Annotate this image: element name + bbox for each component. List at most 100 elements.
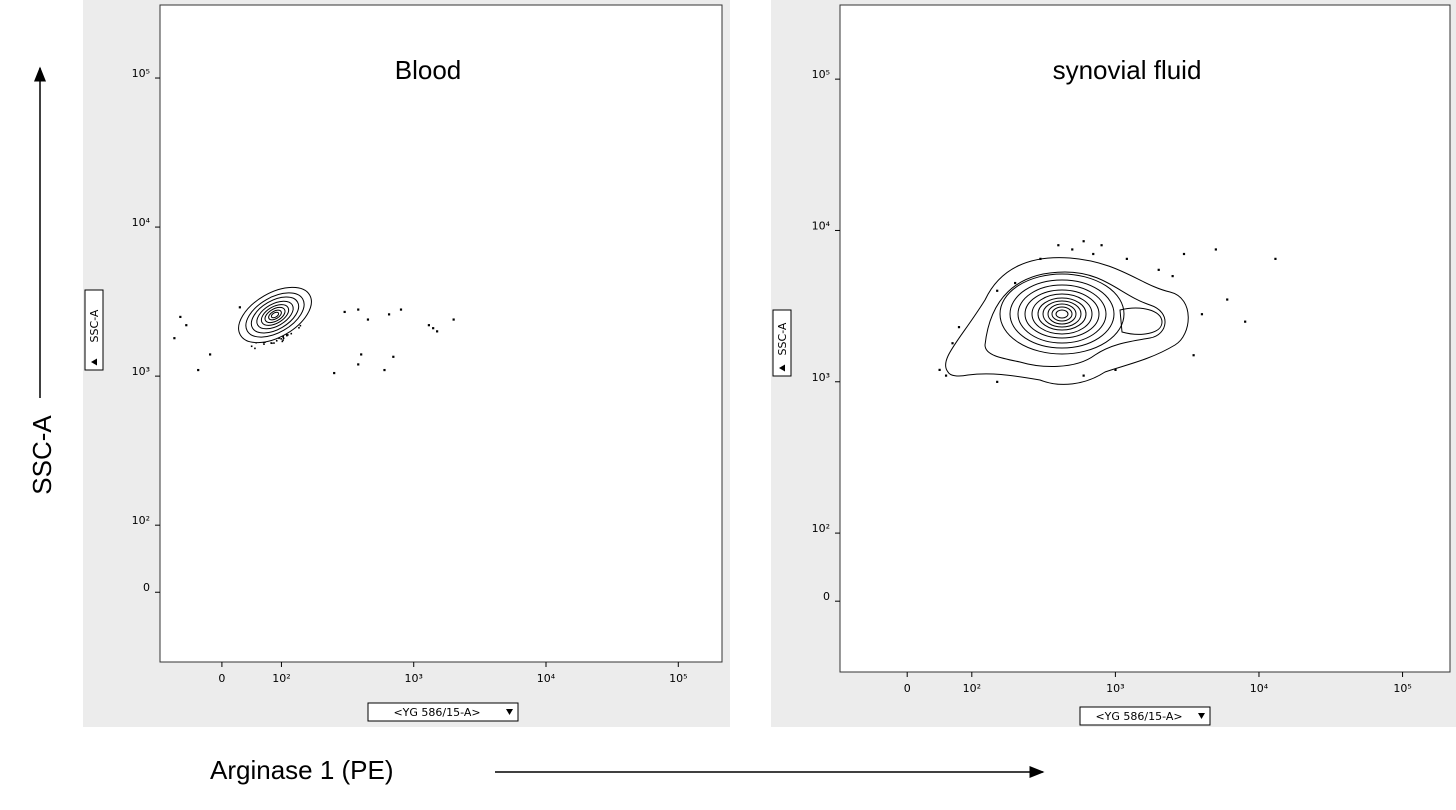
contour bbox=[270, 311, 280, 319]
contour bbox=[264, 306, 286, 324]
data-point bbox=[427, 324, 430, 327]
x-param-dropdown bbox=[1079, 706, 1211, 726]
data-point bbox=[938, 368, 941, 371]
data-point bbox=[399, 308, 403, 311]
contour bbox=[999, 273, 1125, 355]
data-point bbox=[1114, 368, 1117, 371]
data-point bbox=[197, 368, 200, 372]
y-tick-label: 10³ bbox=[132, 365, 150, 378]
dropdown-arrow bbox=[779, 364, 785, 372]
data-point bbox=[1157, 268, 1160, 271]
data-point bbox=[1071, 248, 1074, 251]
data-point bbox=[333, 371, 336, 375]
dropdown-arrow bbox=[1198, 713, 1205, 719]
contour bbox=[1017, 284, 1107, 344]
data-point bbox=[185, 324, 188, 327]
data-point bbox=[357, 308, 360, 311]
plot-blood: 0 10² 10³ 10⁴ 10⁵ 0 10² 10³ 10⁴ 10⁵ Blood <YG 586/1… bbox=[84, 4, 723, 722]
contour bbox=[238, 286, 312, 344]
data-point bbox=[1057, 244, 1060, 247]
contour bbox=[1055, 309, 1069, 319]
y-param-label: SSC-A bbox=[776, 322, 789, 355]
x-param-label: <YG 586/15-A> bbox=[1095, 710, 1182, 723]
y-tick-label: 10⁴ bbox=[812, 219, 831, 232]
data-point bbox=[173, 337, 176, 340]
data-point bbox=[452, 318, 455, 321]
y-tick-label: 10⁵ bbox=[812, 68, 830, 81]
data-point bbox=[1244, 320, 1247, 323]
x-tick-label: 0 bbox=[218, 672, 225, 685]
density-dot bbox=[290, 332, 293, 335]
plot-title: Blood bbox=[395, 55, 462, 85]
data-point bbox=[432, 327, 435, 330]
data-point bbox=[1192, 354, 1195, 357]
density-dot bbox=[263, 343, 265, 345]
x-tick-label: 10⁵ bbox=[1393, 682, 1411, 695]
data-point bbox=[996, 380, 999, 383]
density-dot bbox=[275, 339, 278, 342]
contour bbox=[1047, 303, 1077, 325]
data-point bbox=[996, 289, 999, 292]
x-tick-label: 10⁴ bbox=[537, 672, 556, 685]
contour bbox=[1009, 279, 1115, 349]
contour bbox=[1119, 307, 1163, 335]
x-tick-label: 10⁴ bbox=[1250, 682, 1269, 695]
density-dot bbox=[281, 340, 284, 343]
x-tick-label: 10⁵ bbox=[669, 672, 687, 685]
data-point bbox=[383, 368, 386, 372]
contour bbox=[1042, 300, 1082, 328]
plot-synovial: 0 10² 10³ 10⁴ 10⁵ 0 10² 10³ 10⁴ 10⁵ synovial fluid… bbox=[772, 4, 1451, 726]
data-point bbox=[1039, 257, 1042, 260]
contour bbox=[268, 309, 282, 321]
y-tick-label: 10² bbox=[132, 514, 150, 527]
data-point bbox=[366, 318, 370, 321]
data-point bbox=[179, 315, 182, 319]
y-tick-label: 10³ bbox=[812, 371, 830, 384]
data-point bbox=[1082, 240, 1085, 243]
data-point bbox=[343, 310, 346, 314]
data-point bbox=[387, 313, 391, 316]
x-tick-label: 10³ bbox=[1106, 682, 1124, 695]
data-point bbox=[1182, 252, 1186, 256]
x-param-dropdown bbox=[367, 702, 519, 722]
density-dot bbox=[282, 339, 284, 341]
contour bbox=[245, 292, 305, 338]
y-tick-label: 10⁵ bbox=[132, 67, 150, 80]
data-point bbox=[957, 326, 961, 329]
x-tick-label: 0 bbox=[904, 682, 911, 695]
data-point bbox=[1125, 257, 1128, 260]
data-point bbox=[357, 363, 360, 366]
contour bbox=[984, 271, 1166, 367]
density-dot bbox=[285, 334, 288, 336]
density-dot bbox=[270, 342, 272, 344]
data-point bbox=[360, 353, 363, 356]
contour bbox=[1037, 297, 1087, 331]
data-point bbox=[1171, 275, 1174, 278]
data-point bbox=[1214, 248, 1217, 251]
y-param-dropdown bbox=[772, 309, 792, 377]
x-tick-label: 10² bbox=[272, 672, 290, 685]
y-tick-label: 10⁴ bbox=[132, 216, 151, 229]
contour bbox=[250, 296, 300, 334]
y-param-dropdown bbox=[84, 289, 104, 371]
data-point bbox=[1092, 252, 1095, 256]
density-dot bbox=[273, 342, 275, 344]
density-dot bbox=[282, 336, 284, 338]
dropdown-arrow bbox=[506, 709, 513, 715]
x-param-label: <YG 586/15-A> bbox=[393, 706, 480, 719]
y-tick-label: 0 bbox=[143, 581, 150, 594]
contour bbox=[1051, 306, 1073, 322]
y-tick-label: 10² bbox=[812, 522, 830, 535]
density-dot bbox=[271, 342, 273, 345]
x-tick-label: 10³ bbox=[405, 672, 423, 685]
data-point bbox=[944, 374, 948, 377]
data-point bbox=[1274, 257, 1277, 260]
contour bbox=[945, 257, 1189, 385]
data-point bbox=[951, 342, 954, 345]
y-tick-label: 0 bbox=[823, 590, 830, 603]
contour bbox=[260, 304, 290, 326]
density-dot bbox=[278, 337, 280, 340]
data-point bbox=[436, 330, 439, 333]
data-point bbox=[1226, 298, 1229, 301]
